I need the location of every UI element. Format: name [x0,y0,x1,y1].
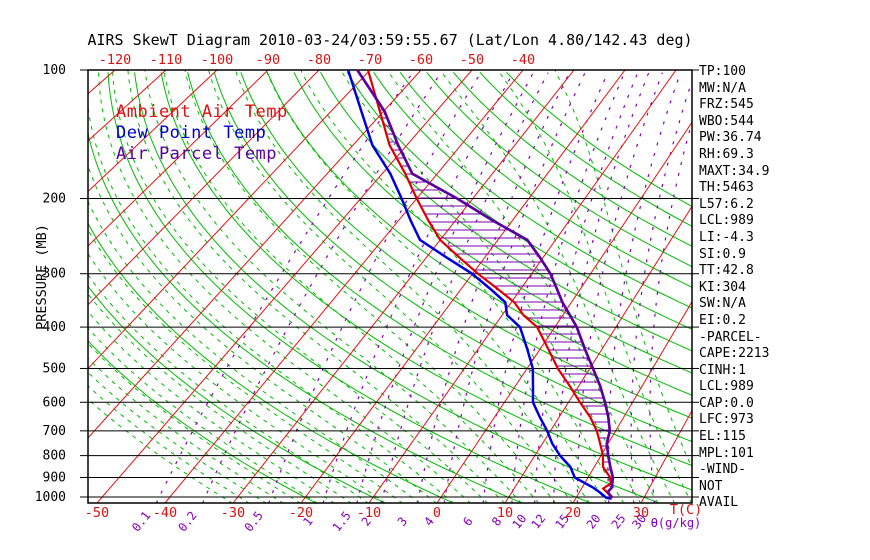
pressure-tick-label: 900 [43,470,66,485]
legend-dew-point-temp: Dew Point Temp [116,123,267,143]
temp-tick-label-top: -90 [256,52,280,68]
index-line: EL:115 [699,429,746,445]
mixing-ratio-tick-label: 20 [584,512,604,532]
index-line: SW:N/A [699,296,746,312]
temp-tick-label-bottom: -10 [357,505,381,521]
pressure-tick-label: 500 [43,361,66,376]
temp-tick-label-bottom: 30 [633,505,649,521]
cape-hatch-area [380,109,611,487]
index-line: NOT [699,478,723,494]
legend-ambient-air-temp: Ambient Air Temp [116,102,288,122]
index-line: -PARCEL- [699,329,762,345]
dew-point-curve [346,69,612,500]
index-line: L57:6.2 [699,196,754,212]
pressure-tick-label: 100 [43,63,66,78]
temp-tick-label-top: -70 [358,52,382,68]
temp-tick-label-bottom: 0 [433,505,441,521]
index-line: -WIND- [699,462,746,478]
pressure-axis-label: PRESSURE (MB) [34,224,50,330]
temp-tick-label-bottom: -30 [221,505,245,521]
temp-tick-label-bottom: 10 [497,505,513,521]
mixing-axis-unit-label: Ɵ(g/kg) [651,516,702,530]
parcel-temp-curve [356,69,615,499]
temp-tick-label-top: -120 [99,52,132,68]
mixing-ratio-tick-label: 12 [529,512,549,532]
mixing-ratio-tick-label: 1.5 [329,509,353,535]
index-line: LCL:989 [699,379,754,395]
index-line: MPL:101 [699,445,754,461]
legend-air-parcel-temp: Air Parcel Temp [116,144,278,164]
temp-tick-label-top: -100 [201,52,234,68]
pressure-tick-label: 400 [43,320,66,335]
mixing-ratio-tick-label: 0.2 [175,509,199,535]
index-line: TH:5463 [699,180,754,196]
index-line: WBO:544 [699,113,754,129]
index-line: FRZ:545 [699,97,754,113]
sounding-curves [346,69,615,500]
index-line: CINH:1 [699,362,746,378]
temp-axis-unit-label: T(C) [670,502,703,518]
index-line: TP:100 [699,64,746,79]
index-line: CAPE:2213 [699,346,770,362]
index-line: LI:-4.3 [699,229,754,245]
page-title: AIRS SkewT Diagram 2010-03-24/03:59:55.6… [87,31,693,49]
temp-tick-label-bottom: -20 [289,505,313,521]
index-line: AVAIL [699,495,739,511]
index-line: CAP:0.0 [699,395,754,411]
mixing-ratio-tick-label: 6 [460,514,475,528]
pressure-tick-label: 800 [43,449,66,464]
temp-tick-label-bottom: -50 [85,505,109,521]
index-line: MAXT:34.9 [699,163,770,179]
temp-tick-label-top: -40 [511,52,535,68]
indices-panel: TP:100 MW:N/A FRZ:545 WBO:544 PW:36.74 RH:69.… [699,64,769,512]
index-line: RH:69.3 [699,146,754,162]
temp-tick-label-top: -60 [409,52,433,68]
pressure-tick-label: 700 [43,424,66,439]
index-line: LFC:973 [699,412,754,428]
index-line: KI:304 [699,279,746,295]
mixing-ratio-tick-label: 0.1 [129,509,153,535]
pressure-tick-label: 300 [43,267,66,282]
temp-tick-label-top: -80 [307,52,331,68]
ambient-temp-curve [366,69,613,499]
pressure-tick-label: 1000 [35,490,66,505]
index-line: LCL:989 [699,213,754,229]
temp-tick-label-bottom: -40 [153,505,177,521]
index-line: EI:0.2 [699,312,746,328]
pressure-tick-label: 200 [43,192,66,207]
index-line: TT:42.8 [699,263,754,279]
index-line: PW:36.74 [699,130,762,146]
mixing-ratio-tick-label: 3 [395,514,410,528]
temp-tick-label-bottom: 20 [565,505,581,521]
mixing-ratio-tick-label: 25 [609,512,629,532]
temp-tick-label-top: -110 [150,52,183,68]
index-line: MW:N/A [699,80,746,96]
index-line: SI:0.9 [699,246,746,262]
temp-tick-label-top: -50 [460,52,484,68]
pressure-tick-label: 600 [43,395,66,410]
